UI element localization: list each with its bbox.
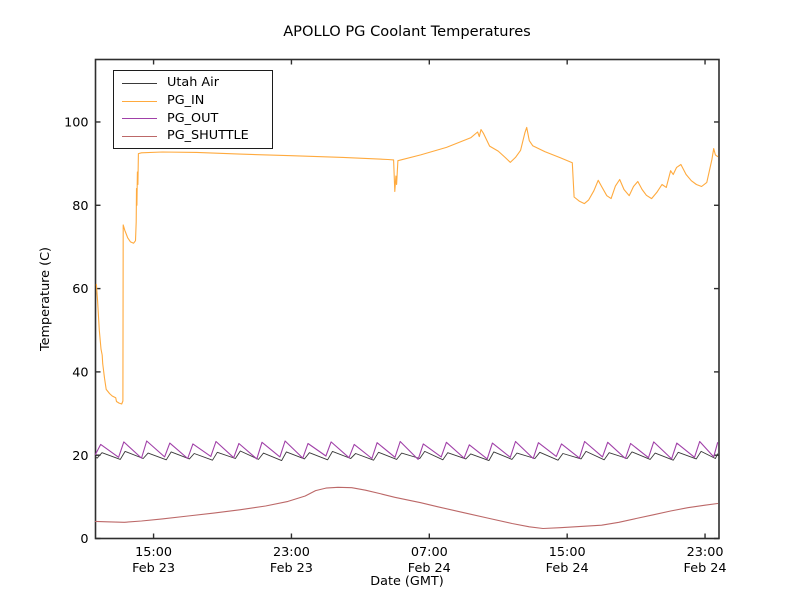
legend-item: PG_SHUTTLE — [114, 128, 272, 146]
series-line-pg-out — [94, 440, 719, 460]
x-tick-label-date: Feb 24 — [408, 561, 451, 576]
legend-item: PG_OUT — [114, 110, 272, 128]
y-axis-label: Temperature (C) — [38, 246, 53, 352]
x-tick-label-date: Feb 24 — [546, 561, 589, 576]
legend-line-sample — [122, 100, 157, 102]
series-line-pg-in — [95, 126, 719, 405]
x-tick-label-time: 23:00 — [687, 545, 724, 560]
legend-item: Utah Air — [114, 75, 272, 93]
plot-border — [94, 58, 720, 540]
x-tick-label-time: 15:00 — [135, 545, 172, 560]
y-tick-label: 100 — [64, 116, 88, 131]
legend-item-label: PG_SHUTTLE — [167, 128, 249, 144]
x-tick-label-date: Feb 23 — [132, 561, 175, 576]
series-line-utah-air — [95, 450, 719, 462]
y-tick-label: 20 — [72, 449, 88, 464]
legend-item-label: Utah Air — [167, 75, 219, 91]
legend-item-label: PG_OUT — [167, 110, 219, 126]
y-tick-label: 0 — [80, 532, 88, 547]
x-tick-label-time: 23:00 — [273, 545, 310, 560]
y-tick-label: 80 — [72, 199, 88, 214]
legend-line-sample — [122, 118, 157, 120]
x-tick-label-date: Feb 24 — [684, 561, 727, 576]
x-tick-label-time: 15:00 — [549, 545, 586, 560]
legend-line-sample — [122, 136, 157, 138]
x-tick-label-time: 07:00 — [411, 545, 448, 560]
x-axis-label: Date (GMT) — [370, 574, 444, 589]
y-tick-label: 60 — [72, 282, 88, 297]
legend: Utah Air PG_IN PG_OUT PG_SHUTTLE — [113, 70, 273, 150]
x-tick-label-date: Feb 23 — [270, 561, 313, 576]
chart-title: APOLLO PG Coolant Temperatures — [283, 23, 531, 40]
legend-line-sample — [122, 83, 157, 85]
y-tick-label: 40 — [72, 365, 88, 380]
legend-item: PG_IN — [114, 93, 272, 111]
series-line-pg-shuttle — [94, 486, 719, 530]
legend-item-label: PG_IN — [167, 92, 205, 108]
